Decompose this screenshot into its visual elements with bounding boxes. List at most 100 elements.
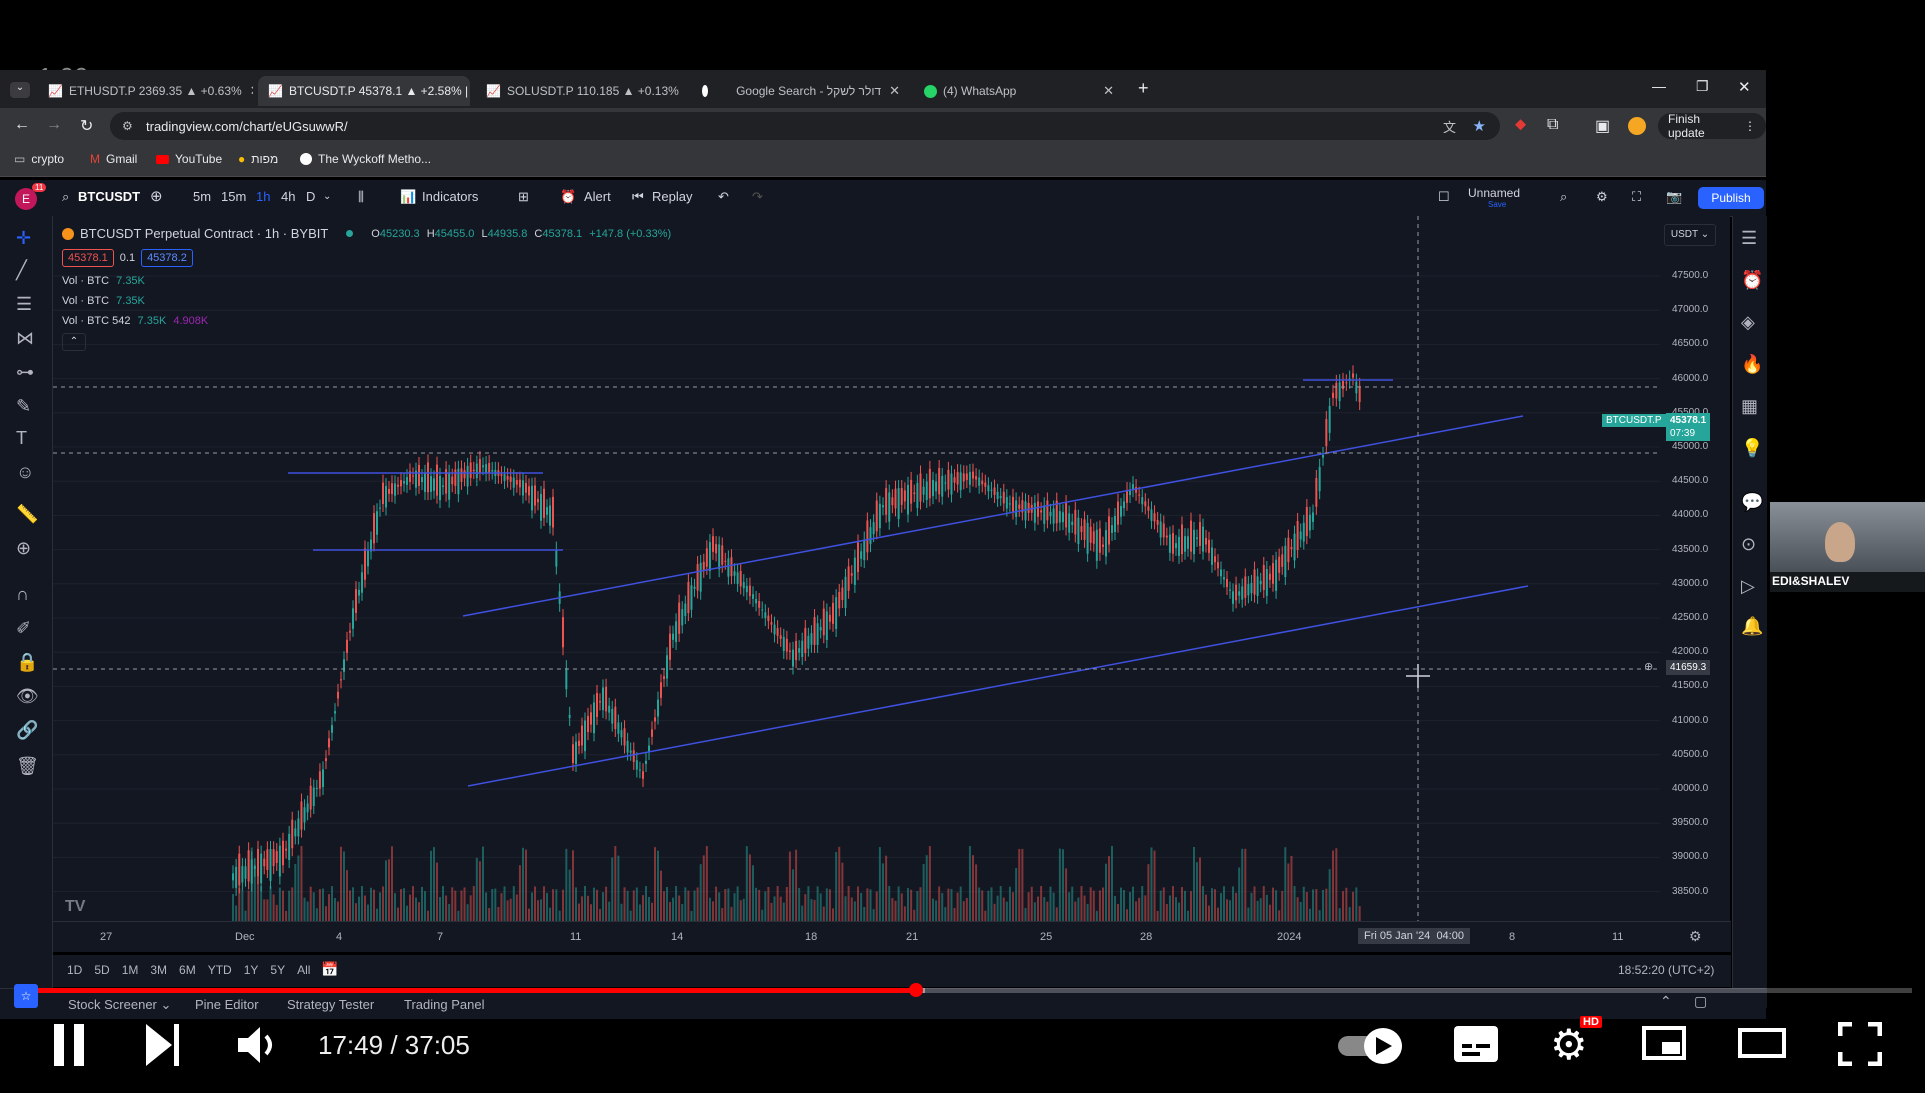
notifications-icon[interactable]: 🔔 (1741, 616, 1764, 636)
interval-d[interactable]: D (306, 189, 316, 204)
site-info-icon[interactable]: ⚙ (122, 119, 133, 133)
panel-collapse-icon[interactable]: ⌃ (1660, 993, 1672, 1009)
buy-button[interactable]: 45378.2 (141, 249, 193, 267)
interval-15m[interactable]: 15m (221, 189, 247, 204)
miniplayer-icon[interactable] (1642, 1026, 1686, 1060)
range-all[interactable]: All (297, 963, 311, 977)
theater-mode-icon[interactable] (1738, 1028, 1786, 1058)
volume-icon[interactable] (236, 1024, 278, 1071)
eye-icon[interactable]: 👁 (16, 686, 39, 706)
object-tree-icon[interactable]: ◈ (1741, 312, 1755, 332)
indicators-button[interactable]: Indicators (422, 189, 479, 204)
emoji-icon[interactable]: ☺ (16, 462, 35, 482)
translate-icon[interactable]: 文 (1442, 119, 1456, 135)
bookmark-maps[interactable]: ● מפות (238, 152, 278, 166)
avatar[interactable]: E (15, 188, 37, 210)
chat-icon[interactable]: 💬 (1741, 492, 1764, 512)
replay-button[interactable]: Replay (652, 189, 693, 204)
interval-1h[interactable]: 1h (256, 189, 271, 204)
chart-clock[interactable]: 18:52:20 (UTC+2) (1618, 963, 1715, 977)
sell-button[interactable]: 45378.1 (62, 249, 114, 267)
currency-selector[interactable]: USDT ⌄ (1664, 224, 1716, 246)
text-icon[interactable]: T (16, 428, 27, 448)
zoom-icon[interactable]: ⊕ (16, 538, 32, 558)
range-5d[interactable]: 5D (94, 963, 110, 977)
range-ytd[interactable]: YTD (207, 963, 232, 977)
publish-button[interactable]: Publish (1698, 187, 1764, 209)
close-icon[interactable]: ✕ (242, 83, 253, 99)
signals-icon[interactable]: ▷ (1741, 576, 1755, 596)
stay-drawing-icon[interactable]: ✐ (16, 618, 32, 638)
chart-pane[interactable]: TV (53, 216, 1723, 937)
layout-name[interactable]: Unnamed (1468, 186, 1521, 200)
tab-whatsapp[interactable]: (4) WhatsApp ✕ (914, 76, 1124, 106)
crosshair-icon[interactable]: ✛ (16, 228, 32, 248)
price-axis[interactable]: USDT ⌄ 47500.0 47000.0 46500.0 46000.0 45500… (1602, 216, 1730, 937)
templates-icon[interactable]: ⊞ (518, 189, 529, 204)
settings-icon[interactable]: ⚙ (1596, 189, 1608, 204)
interval-4h[interactable]: 4h (281, 189, 296, 204)
vol-row[interactable]: Vol · BTC 7.35K (62, 295, 671, 307)
range-1d[interactable]: 1D (67, 963, 83, 977)
url-field[interactable]: ⚙ tradingview.com/chart/eUGsuwwR/ 文 ★ (110, 112, 1500, 140)
range-1y[interactable]: 1Y (243, 963, 259, 977)
brush-icon[interactable]: ✎ (16, 396, 32, 416)
redo-icon[interactable]: ↷ (752, 189, 763, 204)
autoplay-toggle[interactable] (1338, 1028, 1408, 1064)
bookmark-wyckoff[interactable]: The Wyckoff Metho... (300, 152, 431, 166)
watchlist-icon[interactable]: ☰ (1741, 228, 1758, 248)
profile-icon[interactable] (1628, 117, 1646, 135)
trash-icon[interactable]: 🗑 (16, 756, 39, 776)
tab-search-icon[interactable]: ⌄ (10, 82, 30, 98)
range-6m[interactable]: 6M (179, 963, 196, 977)
tab-eth[interactable]: 📈 ETHUSDT.P 2369.35 ▲ +0.63%✕ (38, 76, 253, 106)
legend-title[interactable]: BTCUSDT Perpetual Contract · 1h · BYBIT (80, 226, 329, 241)
tab-btc[interactable]: 📈 BTCUSDT.P 45378.1 ▲ +2.58% |✕ (258, 76, 470, 106)
alerts-icon[interactable]: ⏰ (1741, 270, 1764, 290)
restore-icon[interactable]: ❐ (1696, 78, 1709, 94)
bookmark-youtube[interactable]: YouTube (156, 152, 222, 166)
chart-type-icon[interactable]: ⫼ (358, 189, 364, 204)
collapse-legend-icon[interactable]: ⌃ (62, 333, 86, 351)
minimize-icon[interactable]: — (1652, 78, 1666, 94)
forward-icon[interactable]: → (46, 116, 62, 133)
trendline-icon[interactable]: ╱ (16, 260, 27, 280)
interval-5m[interactable]: 5m (193, 189, 212, 204)
scrubber-handle[interactable] (908, 983, 923, 997)
range-1m[interactable]: 1M (121, 963, 139, 977)
settings-gear-icon[interactable]: ⚙ (1550, 1021, 1588, 1068)
pattern-icon[interactable]: ⋈ (16, 328, 34, 348)
tab-google[interactable]: Google Search - דולר לשקל ✕ (692, 76, 910, 106)
tab-pine-editor[interactable]: Pine Editor (195, 997, 259, 1012)
help-bulb-icon[interactable]: ⊙ (1741, 534, 1757, 554)
axis-settings-icon[interactable]: ⚙ (1689, 928, 1702, 944)
ideas-icon[interactable]: 💡 (1741, 438, 1764, 458)
link-icon[interactable]: 🔗 (16, 720, 39, 740)
symbol-button[interactable]: BTCUSDT (78, 189, 141, 204)
progress-track[interactable] (14, 988, 1912, 993)
quick-search-icon[interactable]: ⌕ (1560, 189, 1568, 204)
extension-red-icon[interactable]: ⬥ (1515, 116, 1527, 133)
camera-icon[interactable]: 📷 (1666, 189, 1683, 204)
next-icon[interactable] (146, 1024, 180, 1066)
close-window-icon[interactable]: ✕ (1738, 79, 1751, 96)
close-icon[interactable]: ✕ (889, 83, 900, 98)
subtitles-icon[interactable] (1454, 1026, 1498, 1062)
panel-maximize-icon[interactable]: ▢ (1694, 993, 1708, 1009)
tab-stock-screener[interactable]: Stock Screener ⌄ (68, 997, 172, 1012)
fullscreen-icon[interactable] (1837, 1021, 1883, 1067)
forecast-icon[interactable]: ⊶ (16, 362, 34, 382)
undo-icon[interactable]: ↶ (718, 189, 729, 204)
fib-icon[interactable]: ☰ (16, 294, 33, 314)
bookmark-gmail[interactable]: M Gmail (90, 152, 137, 166)
extensions-icon[interactable]: ⧉ (1547, 116, 1559, 133)
chart-canvas[interactable]: TV (53, 216, 1660, 921)
symbol-search-icon[interactable]: ⌕ (62, 189, 70, 204)
alert-button[interactable]: Alert (584, 189, 611, 204)
range-3m[interactable]: 3M (150, 963, 168, 977)
finish-update-button[interactable]: Finish update ⋮ (1658, 112, 1766, 140)
tab-trading-panel[interactable]: Trading Panel (404, 997, 485, 1012)
ruler-icon[interactable]: 📏 (16, 504, 39, 524)
add-alert-icon[interactable]: ⊕ (1644, 661, 1654, 673)
magnet-icon[interactable]: ∩ (16, 584, 29, 604)
